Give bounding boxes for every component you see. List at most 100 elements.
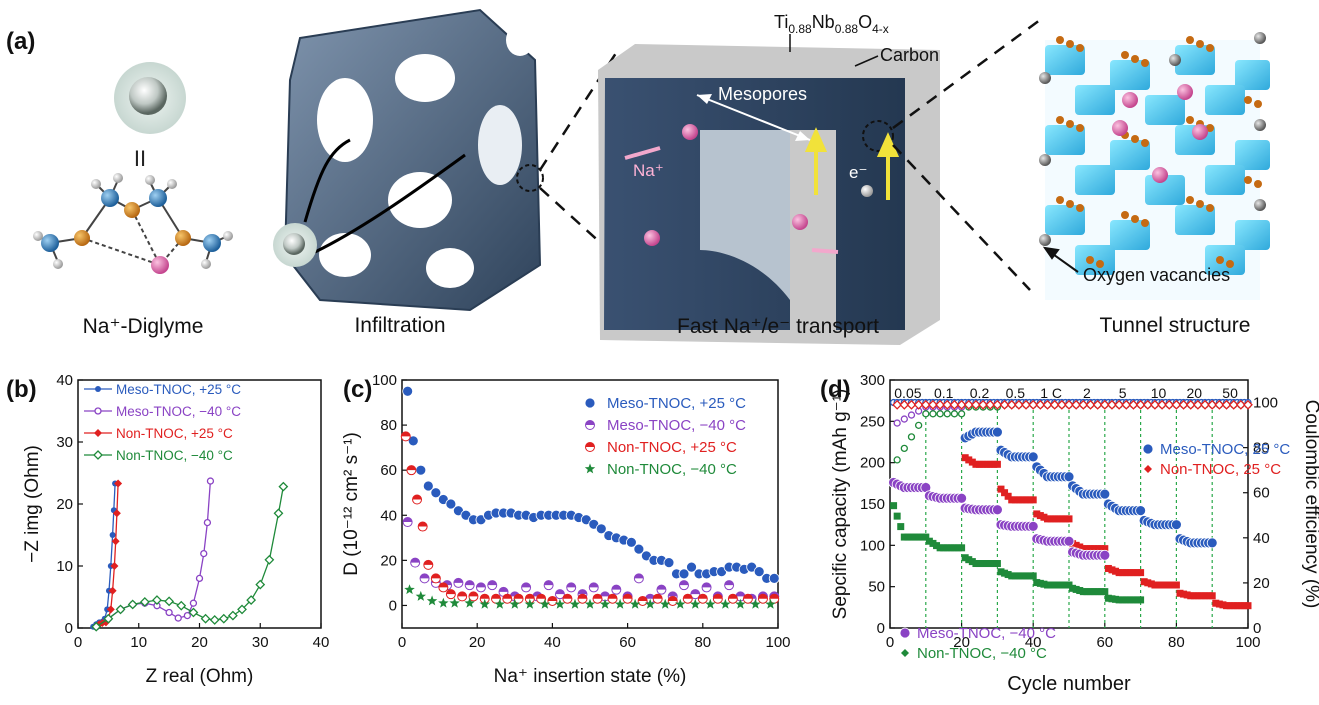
capacity-point xyxy=(1233,602,1241,610)
ce-point xyxy=(1085,399,1096,410)
data-point xyxy=(449,597,460,608)
capacity-point xyxy=(1115,596,1123,604)
capacity-point xyxy=(1129,569,1137,577)
capacity-point xyxy=(1063,535,1075,547)
data-point xyxy=(402,385,414,397)
x-tick-label: 0 xyxy=(886,634,894,651)
data-point xyxy=(543,580,554,591)
capacity-point xyxy=(1215,600,1223,608)
legend-label: Non-TNOC, 25 °C xyxy=(1160,461,1281,478)
capacity-point xyxy=(940,544,948,552)
data-point xyxy=(720,598,731,609)
capacity-point xyxy=(1201,592,1209,600)
data-point xyxy=(475,582,486,593)
data-point xyxy=(675,598,686,609)
capacity-point xyxy=(1054,581,1062,589)
ce-point xyxy=(914,421,923,429)
rate-label: 5 xyxy=(1119,385,1127,401)
rate-label: 20 xyxy=(1187,385,1203,401)
data-point xyxy=(645,593,656,604)
capacity-point xyxy=(1090,545,1098,553)
data-point xyxy=(705,598,716,609)
capacity-point xyxy=(1054,515,1062,523)
data-point xyxy=(487,580,498,591)
capacity-point xyxy=(961,454,969,462)
data-point xyxy=(278,481,289,492)
ce-point xyxy=(922,410,930,418)
ce-point xyxy=(1064,399,1074,410)
capacity-point xyxy=(1099,549,1111,561)
capacity-point xyxy=(918,533,926,541)
data-point xyxy=(227,610,238,621)
capacity-point xyxy=(911,533,919,541)
ce-point xyxy=(1178,399,1189,410)
data-point xyxy=(457,591,468,602)
capacity-point xyxy=(1079,545,1087,553)
capacity-point xyxy=(1219,601,1227,609)
data-point xyxy=(91,621,102,632)
caption-infiltration: Infiltration xyxy=(354,314,446,337)
data-point xyxy=(566,582,577,593)
capacity-point xyxy=(1072,585,1080,593)
ce-point xyxy=(1235,399,1246,410)
capacity-point xyxy=(1135,505,1147,517)
data-point xyxy=(625,536,637,548)
ce-point xyxy=(1200,399,1210,410)
capacity-point xyxy=(1051,515,1059,523)
capacity-point xyxy=(893,512,901,520)
data-point xyxy=(588,582,599,593)
capacity-point xyxy=(972,560,980,568)
capacity-point xyxy=(1223,602,1231,610)
data-point xyxy=(426,595,438,606)
ce-point xyxy=(1042,399,1053,410)
data-point xyxy=(595,523,607,535)
capacity-point xyxy=(922,533,930,541)
data-point xyxy=(246,595,257,606)
legend-marker xyxy=(585,442,595,452)
data-point xyxy=(410,557,421,568)
capacity-point xyxy=(1083,545,1091,553)
x-tick-label: 80 xyxy=(1168,634,1185,651)
data-point xyxy=(464,580,475,591)
panel-d-label: (d) xyxy=(820,376,851,403)
capacity-point xyxy=(990,560,998,568)
data-point xyxy=(430,487,442,499)
electron-arrows-icon xyxy=(804,127,900,200)
data-point xyxy=(652,593,663,604)
data-point xyxy=(438,582,449,593)
y-tick-label: 30 xyxy=(56,434,73,451)
nyquist-chart: 0 10 20 30 40 0 10 20 30 40 Z real (Ohm) −Z img (Oh… xyxy=(22,372,329,687)
data-point xyxy=(679,580,689,591)
ce-point xyxy=(893,419,901,427)
capacity-point xyxy=(950,544,958,552)
ce-point xyxy=(999,399,1010,410)
capacity-point xyxy=(1018,572,1026,580)
data-point xyxy=(554,598,566,609)
y-tick-label: 150 xyxy=(860,496,885,513)
y2-tick-label: 0 xyxy=(1253,620,1261,637)
oxygen-vacancies-label: Oxygen vacancies xyxy=(1083,265,1230,285)
legend-label: Non-TNOC, +25 °C xyxy=(607,439,737,456)
carbon-label: Carbon xyxy=(880,45,939,65)
infiltration-sphere-icon xyxy=(273,223,317,267)
vacancy-arrow-icon xyxy=(1042,246,1079,273)
capacity-point xyxy=(1206,537,1218,549)
x-tick-label: 10 xyxy=(130,634,147,651)
capacity-point xyxy=(1112,567,1120,575)
y-tick-label: 10 xyxy=(56,558,73,575)
capacity-point xyxy=(1169,581,1177,589)
capacity-point xyxy=(1144,579,1152,587)
rate-label: 50 xyxy=(1222,385,1238,401)
ce-point xyxy=(893,456,901,464)
data-point xyxy=(400,431,411,442)
ce-point xyxy=(1107,399,1117,410)
capacity-point xyxy=(1133,569,1141,577)
x-axis-label: Na⁺ insertion state (%) xyxy=(494,666,687,687)
capacity-point xyxy=(1072,541,1080,549)
data-point xyxy=(547,595,558,606)
data-point xyxy=(106,605,115,614)
data-point xyxy=(633,573,644,584)
capacity-point xyxy=(1165,581,1173,589)
capacity-point xyxy=(1079,588,1087,596)
data-point xyxy=(524,593,535,604)
